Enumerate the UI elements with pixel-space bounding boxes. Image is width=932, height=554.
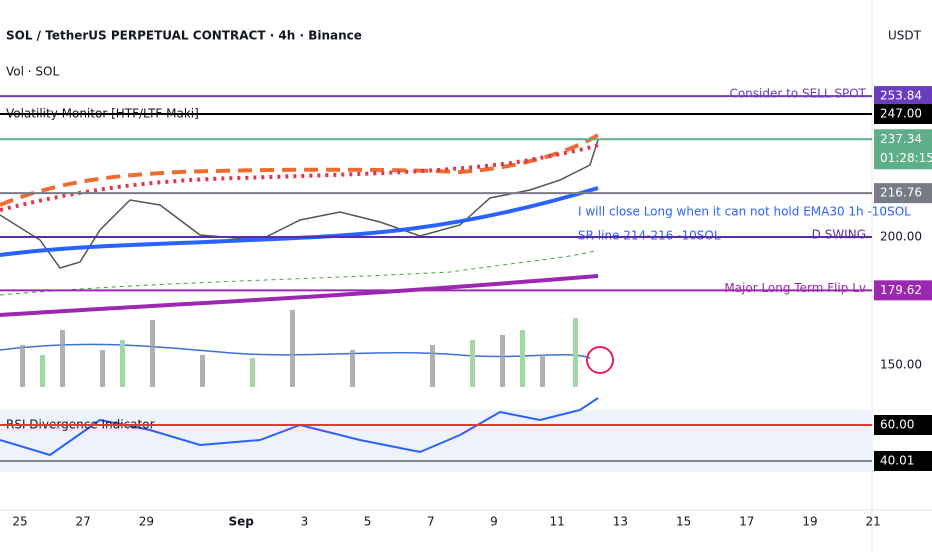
note: SR line 214-216 -10SOL (578, 229, 721, 243)
date-label: 13 (613, 515, 628, 529)
price-tag (874, 280, 932, 301)
date-label: 9 (490, 515, 498, 529)
price-label: 237.34 (880, 132, 922, 146)
volume-bars-up (40, 318, 578, 387)
price-tag (874, 129, 932, 170)
price-tag (874, 450, 932, 471)
price-label: 200.00 (880, 229, 922, 243)
level-label: Consider to SELL SPOT (729, 87, 866, 101)
date-label: 5 (364, 515, 372, 529)
ema-thick (0, 186, 599, 257)
date-label: 21 (866, 515, 881, 529)
price-path (0, 139, 599, 269)
level-label: D SWING (812, 227, 866, 241)
date-label: 19 (802, 515, 817, 529)
date-label: 25 (12, 515, 27, 529)
rsi-band (0, 410, 872, 472)
ema-green (0, 249, 599, 296)
rsi-label: 40.01 (880, 453, 914, 467)
rsi-label: 60.00 (880, 418, 914, 432)
volume-bars (20, 310, 545, 387)
ema-purple (0, 274, 599, 317)
price-tick: 150.00 (880, 358, 922, 372)
level-label: Major Long Term Flip Lv (724, 281, 866, 295)
price-tag (874, 104, 932, 124)
currency: USDT (888, 29, 922, 43)
date-label: Sep (229, 515, 255, 529)
price-tag (874, 415, 932, 435)
rsi-line (0, 397, 599, 457)
price-label: 179.62 (880, 283, 922, 297)
alert-icon (586, 346, 614, 374)
price-label: 247.00 (880, 107, 922, 121)
date-label: 29 (139, 515, 154, 529)
date-label: 7 (427, 515, 435, 529)
price-tag (874, 183, 932, 204)
price-tag (874, 86, 932, 107)
date-label: 27 (76, 515, 91, 529)
indicator: Vol · SOL (6, 65, 59, 79)
date-label: 15 (676, 515, 691, 529)
volume-ma (0, 343, 591, 359)
date-label: 17 (739, 515, 754, 529)
date-label: 3 (301, 515, 309, 529)
date-label: 11 (550, 515, 565, 529)
countdown: 01:28:15 (880, 151, 932, 165)
ema-dotted (0, 143, 599, 212)
price-label: 253.84 (880, 89, 922, 103)
ema-dashed (0, 133, 600, 207)
price-label: 216.76 (880, 186, 922, 200)
note: I will close Long when it can not hold E… (578, 205, 911, 219)
header-title: SOL / TetherUS PERPETUAL CONTRACT · 4h ·… (6, 29, 362, 43)
